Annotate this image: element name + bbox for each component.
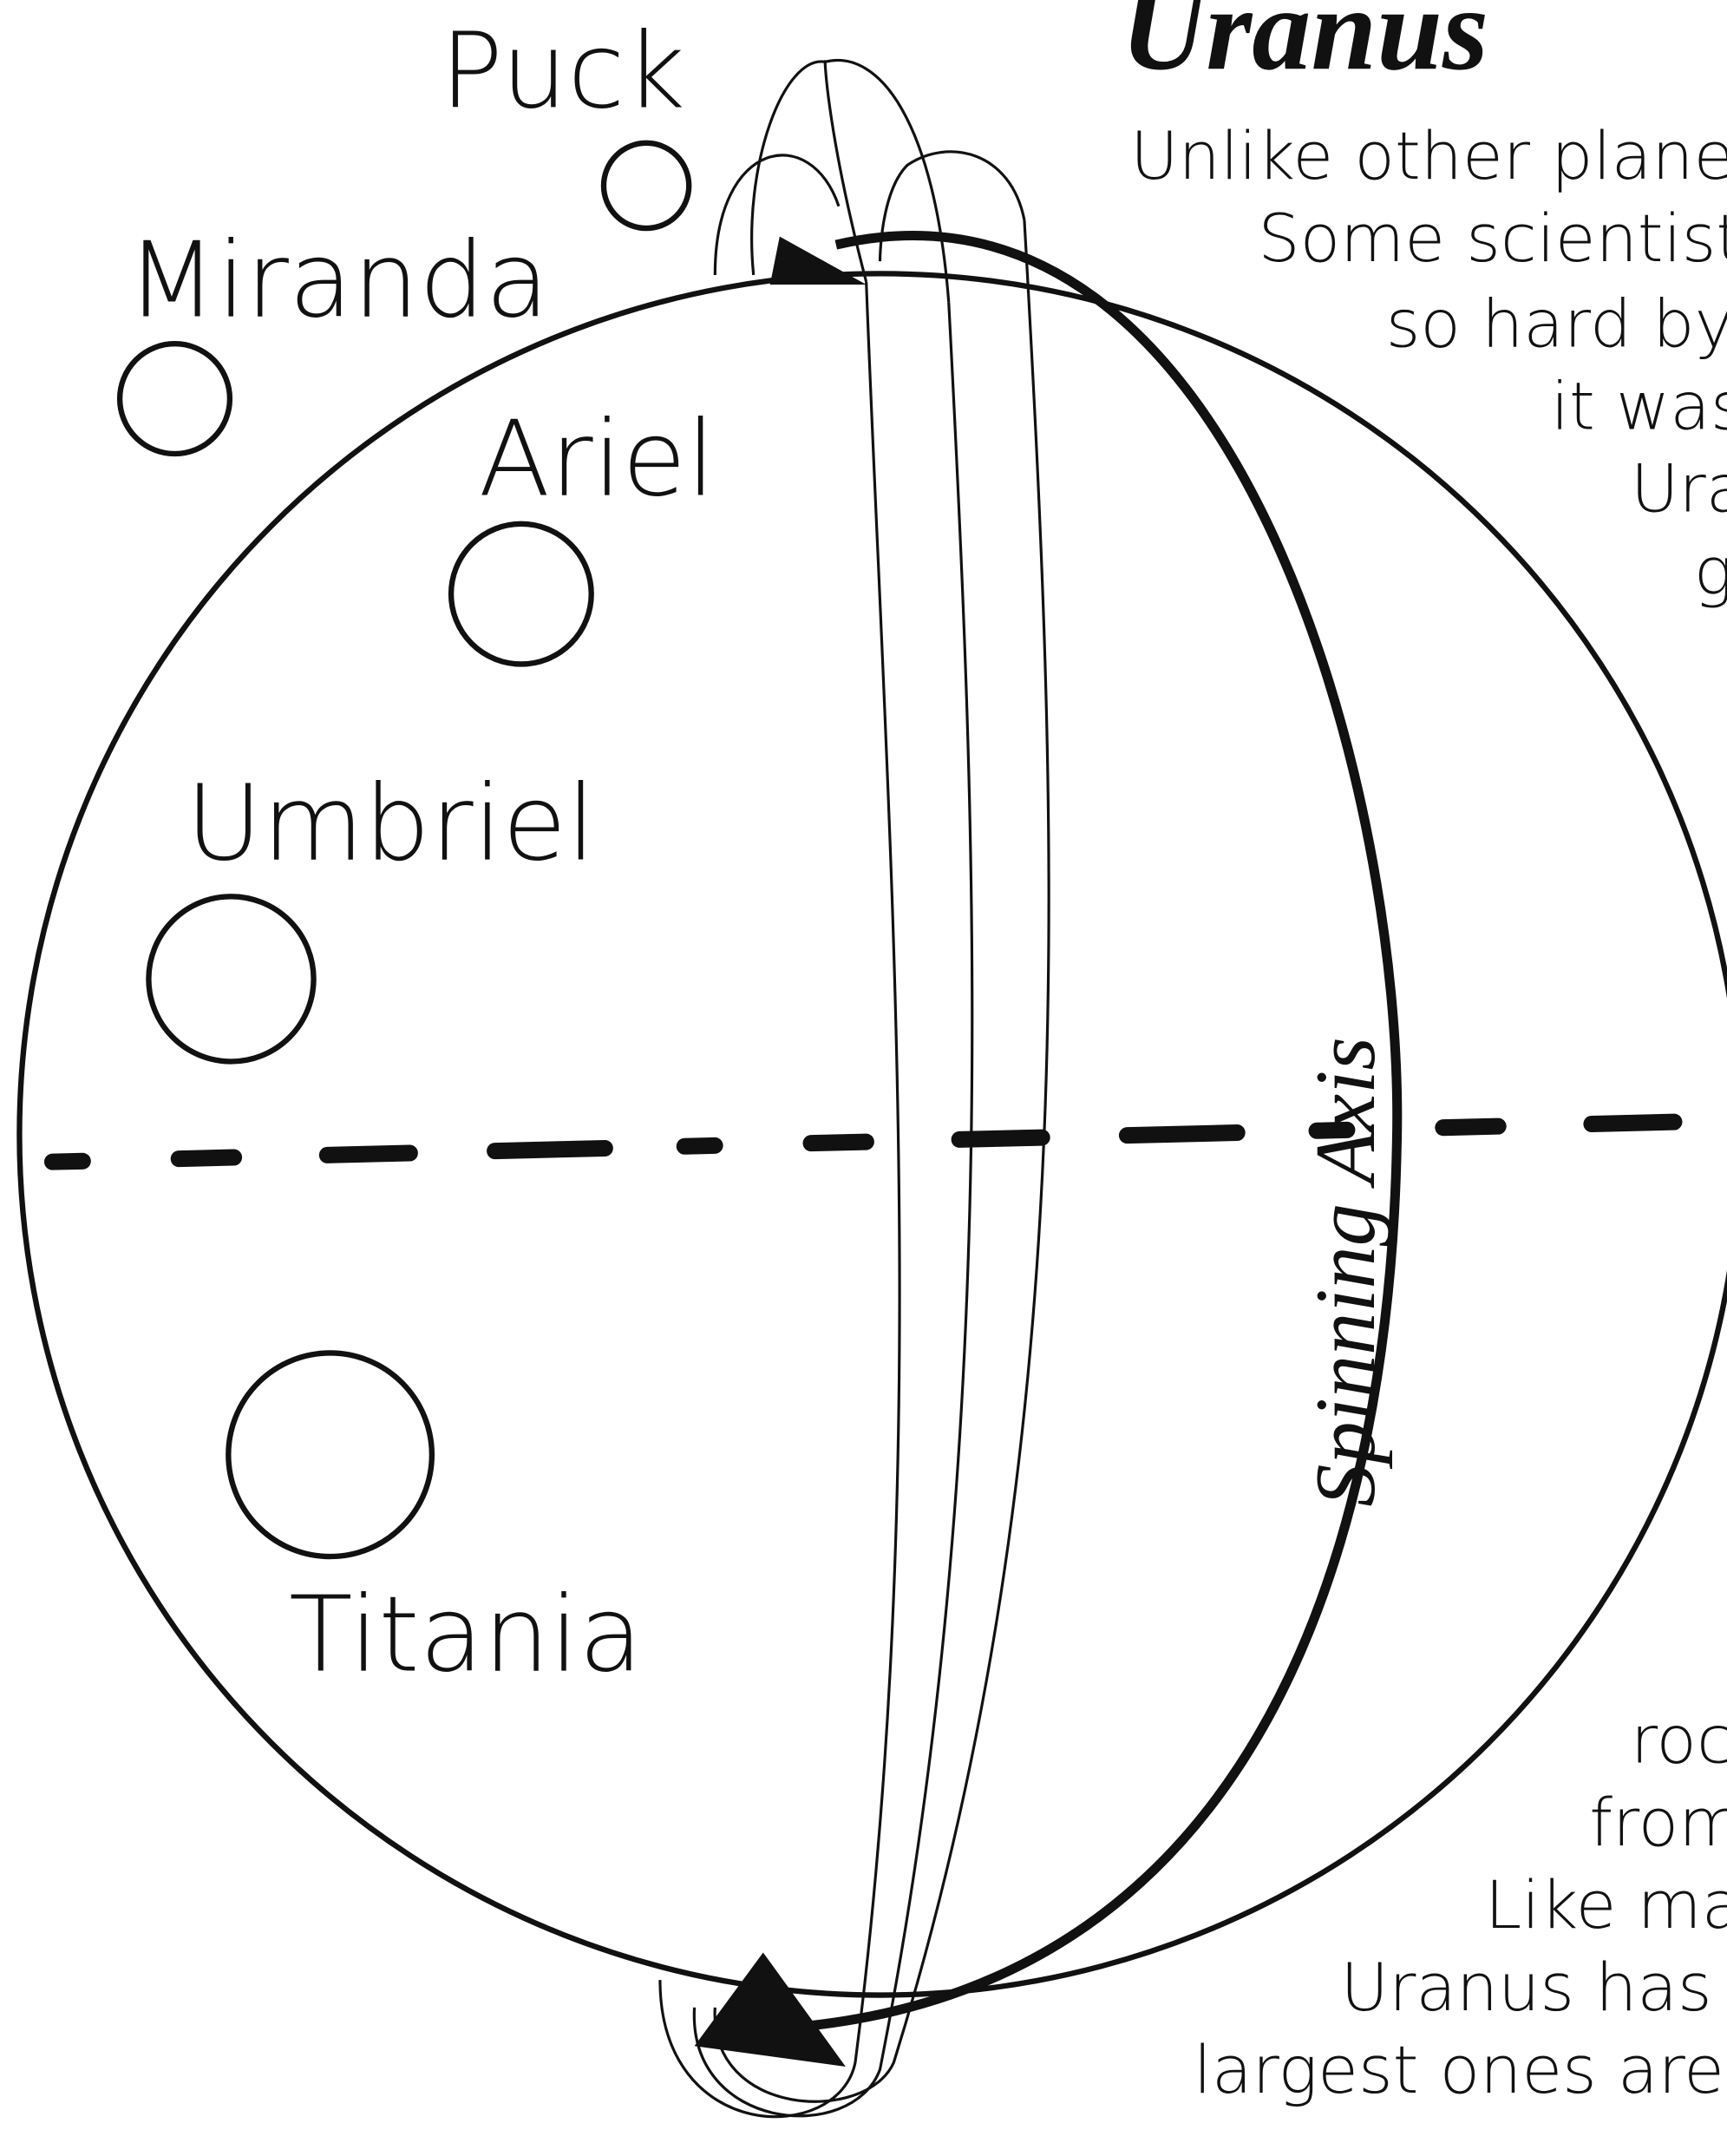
- diagram: Spinning Axis Puck Miranda Ariel Umbriel…: [0, 0, 1727, 2156]
- page: {"title": "Uranus", "text_lines": ["Unli…: [0, 0, 1727, 2156]
- moon-label: Puck: [440, 11, 685, 133]
- text-line: g: [1694, 533, 1727, 610]
- text-line: Uranus has 27: [1340, 1949, 1727, 2026]
- moon: [148, 896, 313, 1061]
- ring: [660, 282, 899, 2117]
- moon-label: Ariel: [479, 399, 716, 521]
- ring: [715, 220, 1049, 2102]
- moon-label: Umbriel: [186, 763, 595, 885]
- text-line: largest ones are see: [1194, 2031, 1727, 2108]
- arrowhead: [695, 1952, 846, 2067]
- text-line: Ura: [1631, 450, 1727, 528]
- moon-label: Miranda: [127, 220, 549, 342]
- text-line: Like man: [1485, 1866, 1727, 1943]
- moon: [120, 344, 230, 454]
- text-line: it was: [1551, 367, 1727, 444]
- text-line: Unlike other planets,: [1130, 117, 1727, 194]
- ring: [752, 62, 867, 282]
- moon: [228, 1353, 432, 1556]
- text-line: so hard by c: [1386, 285, 1727, 362]
- moon-label: Titania: [289, 1575, 643, 1696]
- text-line: rock: [1631, 1701, 1727, 1779]
- equator-line: [52, 1121, 1726, 1163]
- text-line: from: [1589, 1784, 1727, 1861]
- rings: [660, 60, 1049, 2116]
- ring: [694, 303, 971, 2116]
- title: Uranus: [1121, 0, 1488, 95]
- moon: [604, 143, 689, 228]
- text-line: Some scientists th: [1258, 200, 1727, 277]
- axis-label: Spinning Axis: [1299, 1037, 1393, 1506]
- moon: [451, 524, 592, 665]
